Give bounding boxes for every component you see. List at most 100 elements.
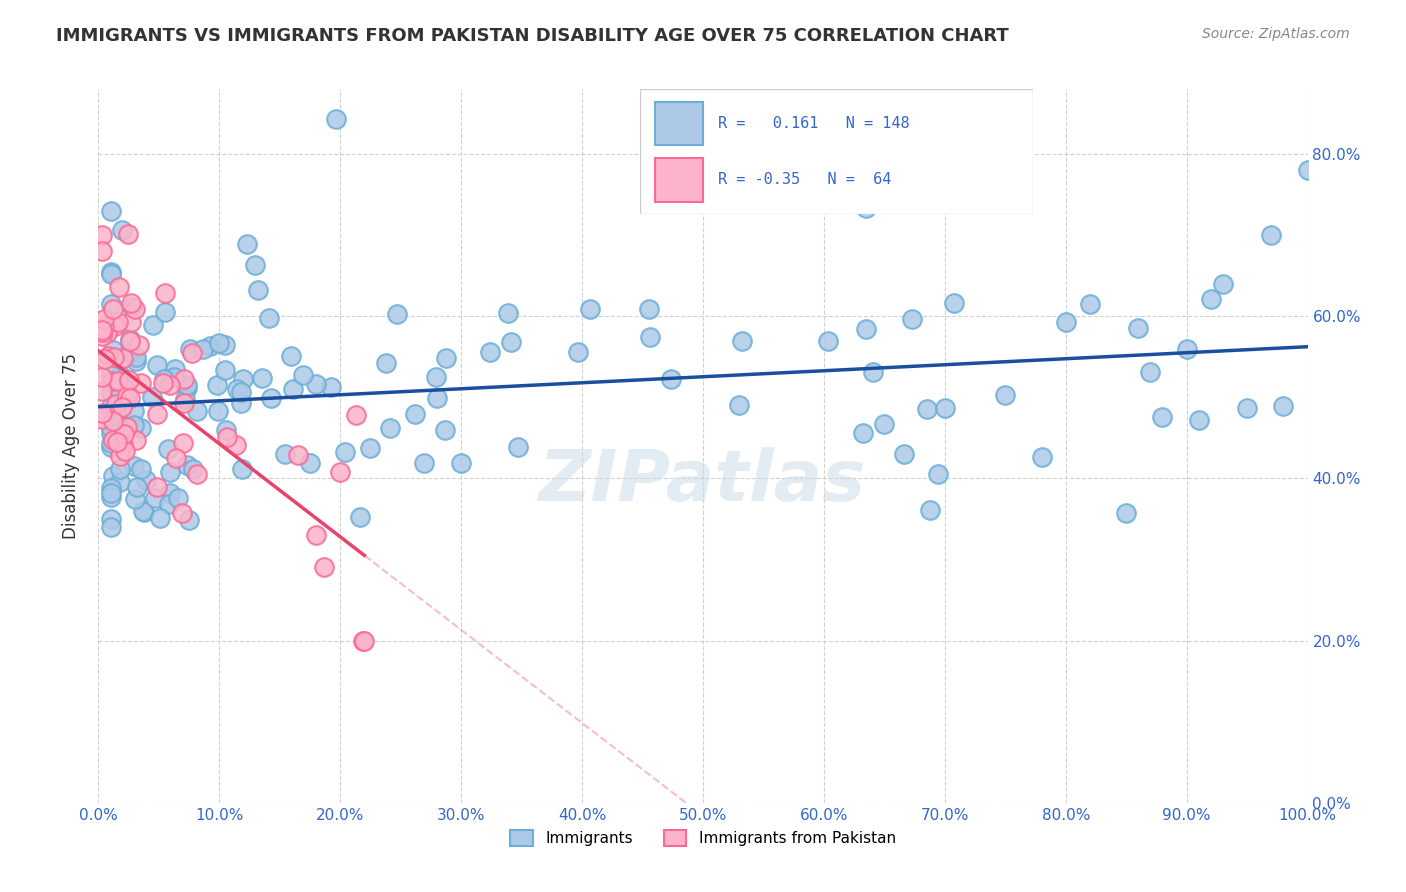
Point xyxy=(100,512,122,526)
Point xyxy=(143,491,166,505)
Point xyxy=(312,560,335,574)
Point xyxy=(229,396,252,410)
Point xyxy=(132,505,155,519)
Point xyxy=(1139,366,1161,380)
Point xyxy=(852,426,875,441)
Point xyxy=(108,450,131,464)
Point xyxy=(120,332,142,346)
Point xyxy=(100,490,122,504)
Point xyxy=(96,326,118,341)
Bar xyxy=(655,102,703,145)
Point xyxy=(104,415,127,429)
Point xyxy=(281,382,304,396)
Point xyxy=(434,423,457,437)
Point xyxy=(111,401,134,415)
Point xyxy=(153,372,176,386)
Point xyxy=(118,334,141,348)
Point xyxy=(159,378,181,392)
Point xyxy=(118,344,141,359)
Point xyxy=(918,503,941,517)
Point xyxy=(413,456,436,470)
Legend: Immigrants, Immigrants from Pakistan: Immigrants, Immigrants from Pakistan xyxy=(505,824,901,852)
Point xyxy=(243,258,266,272)
Point xyxy=(135,473,157,487)
Point xyxy=(91,228,114,243)
Point xyxy=(159,485,181,500)
Point xyxy=(97,349,120,363)
Point xyxy=(108,280,131,294)
Point xyxy=(100,440,122,454)
Point xyxy=(236,237,259,252)
Point xyxy=(91,406,114,420)
Point xyxy=(100,520,122,534)
Point xyxy=(104,373,127,387)
Point xyxy=(250,371,273,385)
Point xyxy=(146,358,169,372)
Point xyxy=(101,415,124,429)
Point xyxy=(146,407,169,421)
Point xyxy=(247,283,270,297)
Point xyxy=(1078,296,1101,310)
Text: ZIPatlas: ZIPatlas xyxy=(540,447,866,516)
Point xyxy=(260,392,283,406)
Point xyxy=(100,297,122,311)
Point xyxy=(231,462,253,476)
Point xyxy=(125,350,148,364)
Point xyxy=(173,371,195,385)
Point xyxy=(108,368,131,382)
Point xyxy=(157,442,180,456)
Point xyxy=(103,350,125,364)
Point xyxy=(153,286,176,301)
Point xyxy=(117,227,139,241)
Point xyxy=(359,441,381,455)
Point xyxy=(943,296,966,310)
Point xyxy=(640,329,662,343)
Point xyxy=(179,342,201,356)
Point xyxy=(127,480,149,494)
Point xyxy=(214,363,236,377)
Point xyxy=(934,401,956,415)
Text: R =   0.161   N = 148: R = 0.161 N = 148 xyxy=(718,116,910,131)
Point xyxy=(225,382,247,396)
Point xyxy=(291,368,314,383)
Point xyxy=(329,466,352,480)
Point xyxy=(101,343,124,357)
Point xyxy=(208,335,231,350)
Point xyxy=(124,301,146,316)
Point xyxy=(152,376,174,391)
Point xyxy=(232,372,254,386)
Point xyxy=(91,329,114,343)
Point xyxy=(375,356,398,370)
Point xyxy=(131,421,153,435)
Point xyxy=(404,407,426,421)
Point xyxy=(176,458,198,472)
Point xyxy=(107,381,129,395)
Point xyxy=(225,438,247,452)
Point xyxy=(659,372,682,386)
Point xyxy=(1199,292,1222,306)
Point xyxy=(173,396,195,410)
Point xyxy=(117,384,139,398)
Point xyxy=(103,302,125,317)
Point xyxy=(730,334,752,349)
Point xyxy=(107,381,129,395)
Point xyxy=(125,354,148,368)
Point xyxy=(450,456,472,470)
Point xyxy=(101,469,124,483)
Point xyxy=(274,448,297,462)
Point xyxy=(873,417,896,431)
Point xyxy=(93,320,115,334)
Point xyxy=(111,438,134,452)
Point xyxy=(91,384,114,398)
Point xyxy=(287,449,309,463)
Point xyxy=(122,459,145,474)
Point xyxy=(142,318,165,332)
Point xyxy=(105,435,128,450)
Point xyxy=(927,467,949,481)
Text: R = -0.35   N =  64: R = -0.35 N = 64 xyxy=(718,172,891,187)
Point xyxy=(193,342,215,356)
Point xyxy=(817,334,839,348)
Point xyxy=(198,339,221,353)
Point xyxy=(1272,399,1295,413)
Point xyxy=(728,398,751,412)
